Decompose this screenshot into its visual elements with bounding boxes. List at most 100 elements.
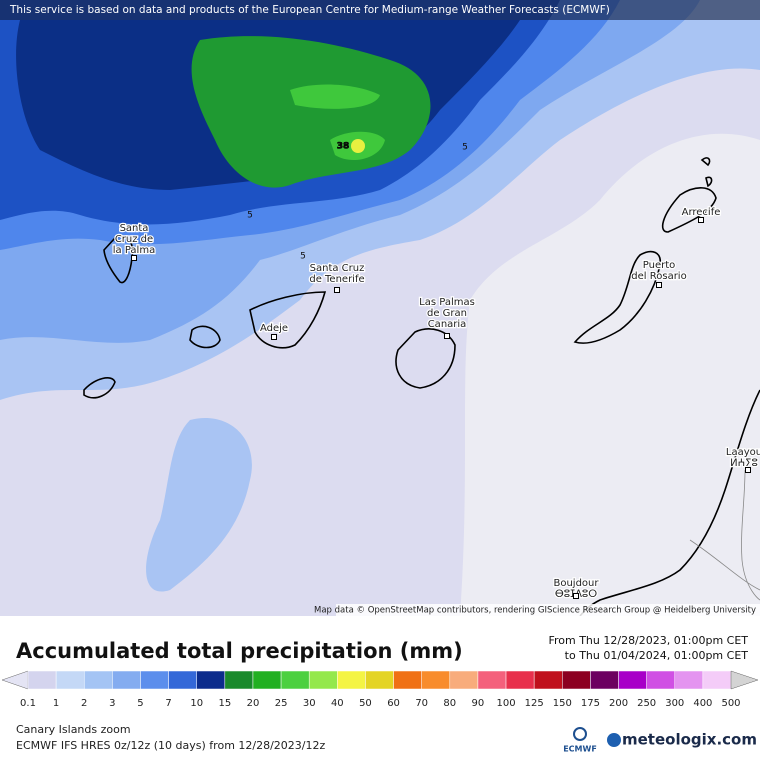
scale-label: 60 [387,698,400,709]
ecmwf-icon [573,727,587,741]
place-label: del Rosario [631,271,686,282]
scale-label: 7 [165,698,171,709]
scale-box [674,670,704,690]
scale-box [618,670,647,690]
scale-box [27,670,57,690]
header-notice: This service is based on data and produc… [9,4,610,16]
map: This service is based on data and produc… [0,0,760,616]
model-run: ECMWF IFS HRES 0z/12z (10 days) from 12/… [16,739,326,752]
coast-africa [579,389,760,616]
scale-box [55,670,85,690]
scale-box [112,670,141,690]
scale-box [590,670,619,690]
region: Canary Islands zoom [16,723,131,736]
scale-box [337,670,366,690]
scale-box [140,670,169,690]
scale-label: 30 [303,698,316,709]
island-tenerife [249,291,327,349]
place-label: Santa [120,223,149,234]
scale-box [365,670,394,690]
precip-max [351,139,365,153]
scale-box [562,670,591,690]
place-label: la Palma [113,245,155,256]
scale-label: 90 [472,698,485,709]
scale-label: 125 [525,698,544,709]
precip-1mm-south [146,418,252,592]
scale-label: 50 [359,698,372,709]
scale-label: 20 [247,698,260,709]
scale-label: 70 [415,698,428,709]
place-label: Puerto [643,260,676,271]
contour-label: 5 [462,143,468,153]
scale-box [477,670,507,690]
contour-label: 5 [247,211,253,221]
scale-box [280,670,310,690]
scale-box [83,670,113,690]
scale-label: 80 [443,698,456,709]
scale-box [224,670,254,690]
scale-box [252,670,282,690]
place-label: Laayou [726,447,760,458]
borders [689,469,760,601]
scale-box [646,670,676,690]
place-marker [698,217,704,223]
scale-label: 300 [665,698,684,709]
scale-left-arrow [1,670,29,690]
scale-label: 3 [109,698,115,709]
place-label: ⵍⵄⵢⵓ [730,458,758,469]
scale-label: 250 [637,698,656,709]
place-label: Boujdour [553,578,599,589]
scale-label: 10 [190,698,203,709]
scale-box [308,670,338,690]
island-lanzarote [661,157,717,233]
place-marker [271,334,277,340]
ecmwf-logo: ECMWF [563,745,597,754]
place-marker [573,593,579,599]
scale-right-arrow [730,670,759,690]
scale-label: 200 [609,698,628,709]
place-label: Canaria [428,319,467,330]
place-marker [656,282,662,288]
place-label: Arrecife [682,207,721,218]
place-label: de Gran [427,308,467,319]
place-marker [745,467,751,473]
scale-label: 175 [581,698,600,709]
island-la-gomera [189,325,221,349]
scale-label: 15 [218,698,231,709]
scale-label: 25 [275,698,288,709]
island-la-palma [103,235,134,284]
header-bar [0,0,760,20]
scale-label: 40 [331,698,344,709]
place-label: Santa Cruz [310,263,365,274]
scale-label: 1 [53,698,59,709]
scale-label: 5 [137,698,143,709]
meteologix-logo[interactable]: meteologix.com [622,731,757,749]
island-el-hierro [83,377,116,399]
scale-label: 500 [721,698,740,709]
scale-box [505,670,535,690]
place-label: Adeje [260,323,288,334]
contour-label: 5 [300,252,306,262]
scale-box [449,670,479,690]
period-from: From Thu 12/28/2023, 01:00pm CET [548,634,748,647]
attribution-bg [336,604,760,616]
scale-label: 2 [81,698,87,709]
coastlines [83,157,760,616]
legend-title: Accumulated total precipitation (mm) [16,639,463,663]
period-to: to Thu 01/04/2024, 01:00pm CET [565,649,749,662]
place-marker [131,255,137,261]
scale-box [533,670,563,690]
legend-panel: Accumulated total precipitation (mm) Fro… [1,634,759,754]
place-marker [444,333,450,339]
island-gran-canaria [395,328,456,389]
contour-label: 38 [337,142,350,152]
scale-label: 0.1 [20,698,36,709]
scale-box [702,670,732,690]
scale-box [168,670,197,690]
scale-label: 150 [553,698,572,709]
scale-label: 400 [693,698,712,709]
attribution: Map data © OpenStreetMap contributors, r… [314,606,756,616]
island-fuerteventura [573,250,662,344]
scale-box [393,670,422,690]
